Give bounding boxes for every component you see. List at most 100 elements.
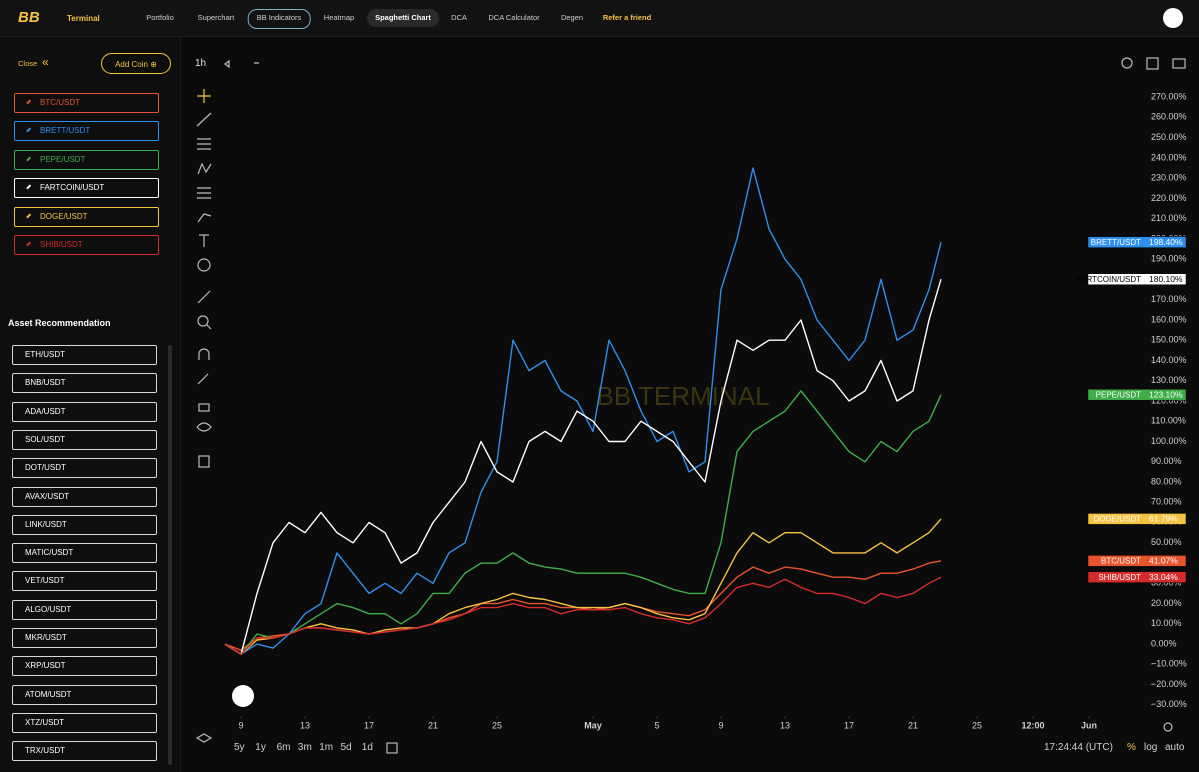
coin-button[interactable]: SHIB/USDT <box>14 235 159 255</box>
recommendation-button[interactable]: VET/USDT <box>12 571 157 592</box>
y-tick-label: 110.00% <box>1151 416 1186 426</box>
series-line <box>224 167 942 655</box>
x-tick-label: May <box>584 720 602 730</box>
scale-mode[interactable]: log <box>1144 742 1158 753</box>
recommend-title: Asset Recommendation <box>8 318 111 328</box>
price-tag <box>1087 388 1187 401</box>
brand: Terminal <box>67 14 100 23</box>
x-tick-label: 21 <box>908 720 918 730</box>
x-tick-label: 9 <box>718 720 723 730</box>
recommendation-button[interactable]: XRP/USDT <box>12 656 157 677</box>
series-line <box>224 279 942 655</box>
y-tick-label: 100.00% <box>1151 436 1187 446</box>
recommendation-button[interactable]: ADA/USDT <box>12 401 157 422</box>
y-tick-label: 130.00% <box>1151 375 1187 385</box>
recommendation-button[interactable]: ATOM/USDT <box>12 684 157 705</box>
x-tick-label: 13 <box>300 720 310 730</box>
nav-tab[interactable]: DCA Calculator <box>488 13 540 22</box>
x-tick-label: 13 <box>780 720 790 730</box>
x-tick-label: 21 <box>428 720 438 730</box>
y-tick-label: 220.00% <box>1151 193 1187 203</box>
y-tick-label: 270.00% <box>1151 91 1187 101</box>
y-tick-label: 250.00% <box>1151 132 1187 142</box>
close-icon[interactable]: « <box>42 55 49 69</box>
price-tag-name: DOGE/USDT <box>1093 515 1141 524</box>
recommendation-button[interactable]: XTZ/USDT <box>12 712 157 733</box>
range-button[interactable]: 5d <box>340 742 352 753</box>
nav-tab[interactable]: Superchart <box>197 13 235 22</box>
recommendation-button[interactable]: MKR/USDT <box>12 628 157 648</box>
nav-tab[interactable]: Degen <box>560 13 584 22</box>
y-tick-label: 150.00% <box>1151 335 1187 345</box>
price-tag <box>1087 571 1187 583</box>
recommendation-button[interactable]: SOL/USDT <box>12 429 157 450</box>
recommendation-button[interactable]: DOT/USDT <box>12 458 157 479</box>
scale-mode[interactable]: auto <box>1165 742 1185 753</box>
y-tick-label: 210.00% <box>1151 213 1187 223</box>
recommendation-button[interactable]: ALGO/USDT <box>12 599 157 620</box>
series-line <box>224 560 942 651</box>
price-tag <box>1087 555 1187 567</box>
x-tick-label: 25 <box>492 720 502 730</box>
watermark: BB TERMINAL <box>597 381 770 411</box>
y-tick-label: −20.00% <box>1151 679 1187 689</box>
range-button[interactable]: 6m <box>276 742 291 753</box>
series-line <box>224 390 942 655</box>
price-tag-name: SHIB/USDT <box>1098 573 1141 582</box>
nav-tab[interactable]: BB Indicators <box>247 9 311 29</box>
price-tag <box>1087 273 1187 285</box>
nav-tab[interactable]: Refer a friend <box>602 13 652 22</box>
y-tick-label: −30.00% <box>1151 699 1187 709</box>
recommendation-button[interactable]: BNB/USDT <box>12 373 157 394</box>
x-tick-label: 17 <box>364 720 374 730</box>
y-tick-label: 90.00% <box>1151 456 1182 466</box>
y-tick-label: 10.00% <box>1151 618 1182 628</box>
scrollbar[interactable] <box>168 345 172 765</box>
coin-button[interactable]: DOGE/USDT <box>14 206 159 227</box>
coin-button[interactable]: BTC/USDT <box>14 93 159 113</box>
x-tick-label: 12:00 <box>1021 720 1044 730</box>
range-button[interactable]: 1m <box>319 742 334 753</box>
y-tick-label: −10.00% <box>1151 659 1187 669</box>
close-button[interactable]: Close <box>18 59 38 68</box>
range-button[interactable]: 5y <box>234 742 245 753</box>
recommendation-button[interactable]: TRX/USDT <box>12 741 157 762</box>
interval[interactable]: 1h <box>195 58 207 69</box>
logo: BB <box>18 9 40 26</box>
price-tag-name: FARTCOIN/USDT <box>1077 275 1141 284</box>
nav-bar: BB Terminal Portfolio Superchart BB Indica… <box>0 0 1199 37</box>
y-tick-label: 0.00% <box>1151 638 1177 648</box>
range-button[interactable]: 1d <box>361 742 373 753</box>
coin-button[interactable]: FARTCOIN/USDT <box>14 178 159 199</box>
price-tag-value: 123.10% <box>1149 389 1183 399</box>
nav-tab[interactable]: Spaghetti Chart <box>367 9 439 27</box>
x-tick-label: 9 <box>238 720 243 730</box>
add-coin-button[interactable]: Add Coin ⊕ <box>101 53 171 74</box>
avatar[interactable] <box>1163 8 1183 28</box>
nav-tab[interactable]: Portfolio <box>146 13 174 22</box>
recommendation-button[interactable]: LINK/USDT <box>12 514 157 535</box>
range-button[interactable]: 3m <box>297 742 312 753</box>
price-tag <box>1087 236 1187 248</box>
scale-mode[interactable]: % <box>1127 742 1136 753</box>
x-tick-label: Jun <box>1081 720 1097 730</box>
y-tick-label: 140.00% <box>1151 355 1187 365</box>
price-tag-name: BTC/USDT <box>1101 556 1141 565</box>
price-tag-value: 61.79% <box>1149 514 1178 524</box>
price-tag-value: 41.07% <box>1149 556 1178 566</box>
y-tick-label: 260.00% <box>1151 112 1187 122</box>
price-tag-name: BRETT/USDT <box>1091 238 1141 247</box>
coin-button[interactable]: PEPE/USDT <box>14 149 159 170</box>
recommendation-button[interactable]: AVAX/USDT <box>12 486 157 507</box>
coin-button[interactable]: BRETT/USDT <box>14 121 159 142</box>
nav-tab[interactable]: DCA <box>451 13 467 22</box>
price-tag-value: 33.04% <box>1149 572 1178 582</box>
recommendation-button[interactable]: MATIC/USDT <box>12 543 157 564</box>
recommendation-button[interactable]: ETH/USDT <box>12 345 157 365</box>
nav-tab[interactable]: Heatmap <box>323 13 355 22</box>
range-button[interactable]: 1y <box>255 742 266 753</box>
y-tick-label: 70.00% <box>1151 497 1182 507</box>
price-tag <box>1087 513 1187 525</box>
